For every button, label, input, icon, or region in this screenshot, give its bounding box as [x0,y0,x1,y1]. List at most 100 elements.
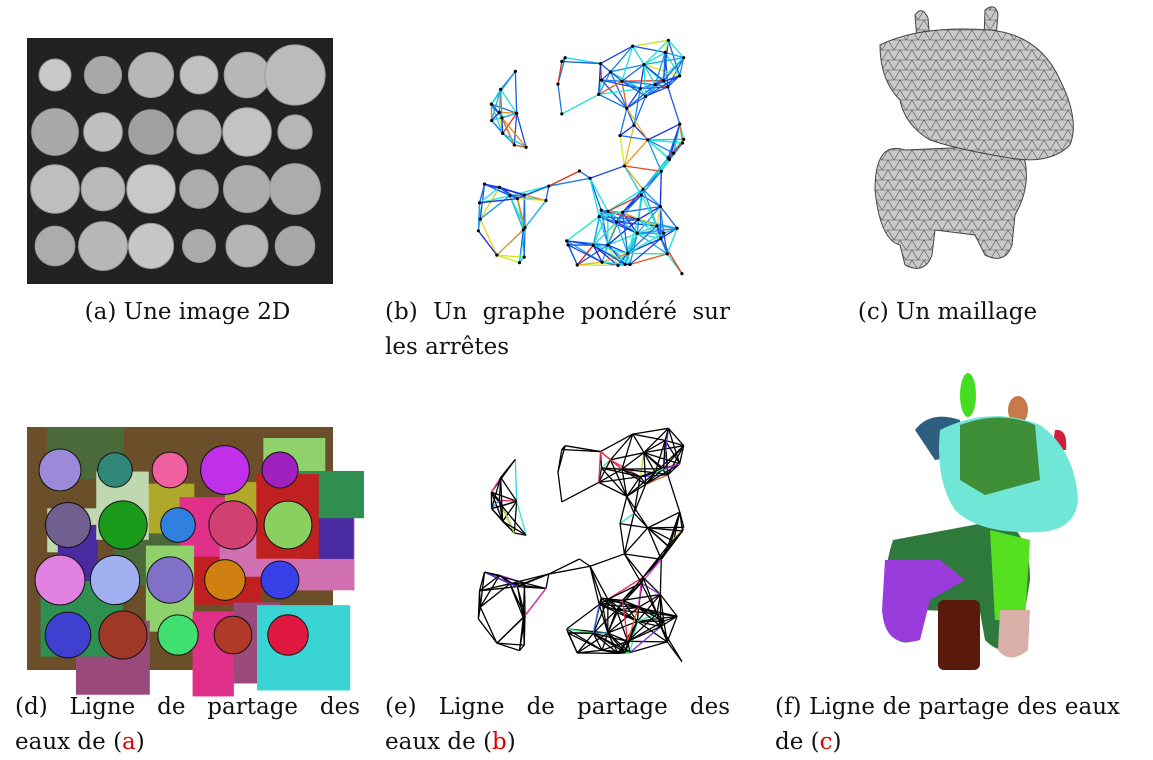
caption: (e) Ligne de partage des eaux de (b) [385,690,730,760]
head [880,29,1073,160]
graph-edge [525,583,526,616]
graph-edge [599,94,627,108]
segment-coin [268,615,308,655]
graph-edge [610,460,626,497]
caption-label: (d) [15,694,48,720]
graph-node [682,138,685,141]
graph-node [626,252,629,255]
coin [223,165,270,212]
graph-node [592,244,595,247]
body [875,145,1026,268]
segment-coin [158,615,198,655]
segment-coin [39,449,81,491]
graph-node [655,224,658,227]
graph-node [662,232,665,235]
graph-node [620,80,623,83]
graph-edge [515,459,516,501]
graph-edge [628,641,668,642]
segment-coin [161,508,196,543]
graph-node [615,220,618,223]
graph-node [664,51,667,54]
graph-node [547,184,550,187]
graph-node [564,56,567,59]
graph-edge [624,166,643,189]
graph-node [498,186,501,189]
caption-label: (f) [775,694,801,720]
graph-node [600,78,603,81]
graph-edge [525,200,546,227]
coin [81,167,125,211]
graph-node [513,143,516,146]
graph-edge [549,178,590,186]
graph-node [588,177,591,180]
graph-node [666,85,669,88]
horn [960,373,976,417]
segment-coin [214,616,252,654]
graph-edge [515,71,516,113]
graph-node [598,215,601,218]
graph-node [565,239,568,242]
graph-edge [562,482,599,502]
graph-edge [624,554,643,577]
graph-edge [502,118,503,134]
graph-edge [660,559,661,594]
graph-edge [491,89,500,104]
graph-edge [608,189,643,211]
graph-edge [608,577,643,599]
graph-node [560,112,563,115]
graph-node [490,102,493,105]
graph-edge [668,475,680,512]
coin [32,109,79,156]
graph-node [498,111,501,114]
figure-art [0,0,1153,755]
caption: (a) Une image 2D [15,295,360,330]
coin [180,170,219,209]
graph-node [624,263,627,266]
graph-edge [590,178,599,216]
graph-edge [622,81,664,82]
graph-edge [627,496,648,527]
watershed-graph [478,428,683,661]
caption-ref[interactable]: c [820,729,833,755]
graph-edge [644,453,646,485]
graph-edge [660,171,661,206]
graph-edge [633,434,644,452]
graph-node [680,272,683,275]
graph-node [516,197,519,200]
coin [128,223,173,268]
caption-label: (c) [858,299,889,325]
graph-node [644,95,647,98]
caption-label: (e) [385,694,417,720]
graph-edge [668,87,680,124]
caption-ref[interactable]: b [492,729,507,755]
graph-node [682,56,685,59]
graph-edge [590,566,608,599]
graph-node [631,45,634,48]
graph-node [544,199,547,202]
graph-node [597,93,600,96]
graph-node [659,205,662,208]
caption-ref[interactable]: a [122,729,136,755]
caption: (f) Ligne de partage des eaux de (c) [775,690,1120,760]
segmented-cow [882,373,1078,670]
coin [224,52,270,98]
leg [998,610,1030,658]
coin [84,113,123,152]
segment-coin [147,557,193,603]
graph-edge [546,186,549,200]
graph-node [523,193,526,196]
graph-node [518,261,521,264]
graph-edge [590,166,624,178]
graph-node [639,87,642,90]
coin [275,226,315,266]
graph-node [618,134,621,137]
caption-label: (b) [385,299,418,325]
graph-node [500,116,503,119]
graph-edge [590,554,624,566]
graph-edge [501,89,502,117]
graph-node [499,88,502,91]
graph-edge [624,166,661,171]
graph-node [483,183,486,186]
graph-node [662,79,665,82]
caption-text: Ligne de partage des eaux de ( [15,694,360,755]
